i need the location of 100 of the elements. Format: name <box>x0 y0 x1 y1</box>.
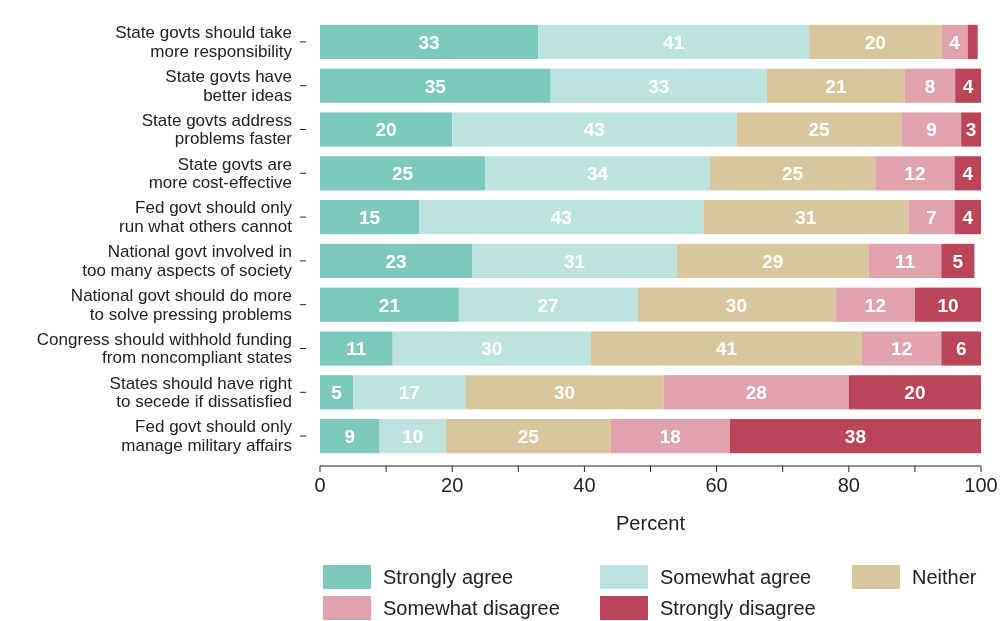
data-label: 8 <box>924 75 936 97</box>
bar <box>941 24 968 59</box>
bar <box>766 68 905 103</box>
bar <box>941 331 981 366</box>
y-tick-label: Fed govt should only run what others cannot <box>119 198 293 237</box>
bar <box>472 243 677 278</box>
bar <box>914 287 981 322</box>
data-label: 38 <box>844 425 866 447</box>
data-label: 28 <box>745 382 767 404</box>
bar <box>848 375 981 410</box>
bar <box>452 112 737 147</box>
bar <box>379 419 446 454</box>
bar <box>875 156 955 191</box>
bar <box>320 112 453 147</box>
data-label: 11 <box>894 250 916 272</box>
bar <box>809 24 942 59</box>
bar <box>320 287 459 322</box>
data-label: 29 <box>762 250 784 272</box>
bar <box>392 331 592 366</box>
y-tick-label: National govt should do more to solve pressing problems <box>70 285 292 324</box>
data-label: 10 <box>401 425 424 447</box>
data-label: 30 <box>481 338 503 360</box>
data-label: 6 <box>955 338 967 360</box>
data-label: 4 <box>962 163 974 185</box>
legend-label: Strongly disagree <box>660 597 816 620</box>
bar <box>663 375 849 410</box>
data-label: 4 <box>962 206 974 228</box>
x-tick-label: 80 <box>837 474 860 496</box>
bar <box>320 419 380 454</box>
bar <box>320 375 354 410</box>
bar <box>835 287 915 322</box>
bar <box>868 243 942 278</box>
data-label: 27 <box>537 294 559 316</box>
data-label: 41 <box>715 338 738 360</box>
data-label: 25 <box>392 163 414 185</box>
data-label: 31 <box>795 206 817 228</box>
bar <box>320 200 420 235</box>
bar <box>591 331 863 366</box>
bar <box>458 287 638 322</box>
data-label: 34 <box>587 163 609 185</box>
data-label: 31 <box>563 250 586 272</box>
bar <box>485 156 710 191</box>
data-label: 3 <box>965 119 977 141</box>
data-label: 9 <box>344 425 356 447</box>
bar <box>736 112 902 147</box>
data-label: 25 <box>782 163 804 185</box>
bar <box>419 200 704 235</box>
data-label: 9 <box>926 119 937 141</box>
data-label: 41 <box>663 31 685 53</box>
data-label: 17 <box>398 382 420 404</box>
data-label: 18 <box>659 425 681 447</box>
data-label: 5 <box>952 250 964 272</box>
bar <box>901 112 962 147</box>
x-tick-label: 40 <box>573 474 596 496</box>
data-label: 4 <box>962 75 974 97</box>
data-label: 43 <box>583 119 605 141</box>
bar <box>908 200 955 235</box>
bar <box>353 375 466 410</box>
data-label: 30 <box>554 382 576 404</box>
y-tick-label: State govts address problems faster <box>141 110 293 149</box>
data-label: 35 <box>424 75 447 97</box>
bar <box>676 243 869 278</box>
data-label: 10 <box>937 294 959 316</box>
data-label: 43 <box>550 206 572 228</box>
data-label: 12 <box>904 163 926 185</box>
data-label: 5 <box>331 382 343 404</box>
y-tick-label: State govts should take more responsibility <box>115 23 293 61</box>
data-label: 11 <box>346 338 367 360</box>
data-label: 12 <box>891 338 913 360</box>
bar <box>320 331 393 366</box>
legend-label: Strongly agree <box>383 566 514 589</box>
y-tick-label: Fed govt should only manage military affairs <box>121 417 293 456</box>
bar <box>862 331 942 366</box>
bar <box>320 243 473 278</box>
legend-label: Somewhat agree <box>660 566 812 589</box>
y-tick-label: State govts are more cost-effective <box>148 154 292 193</box>
legend-label: Somewhat disagree <box>383 597 560 620</box>
bar <box>955 68 981 103</box>
bar <box>320 68 551 103</box>
y-tick-label: National govt involved in too many aspects of society <box>82 242 293 280</box>
data-label: 30 <box>725 294 747 316</box>
data-label: 33 <box>418 31 440 53</box>
data-label: 7 <box>926 206 937 228</box>
y-tick-label: Congress should withhold funding from noncompliant states <box>36 329 292 368</box>
data-label: 20 <box>904 382 926 404</box>
bar <box>320 24 539 59</box>
data-label: 21 <box>825 75 847 97</box>
data-label: 25 <box>517 425 540 447</box>
bar <box>538 24 810 59</box>
x-tick-label: 20 <box>441 474 464 496</box>
bar <box>320 156 486 191</box>
y-tick-label: States should have right to secede if dissatisfied <box>109 373 293 412</box>
data-label: 23 <box>385 250 407 272</box>
bar <box>709 156 876 191</box>
bar <box>703 200 909 235</box>
bar <box>550 68 767 103</box>
bar <box>610 419 730 454</box>
bar <box>941 243 975 278</box>
data-label: 15 <box>359 206 381 228</box>
data-label: 4 <box>949 31 961 53</box>
